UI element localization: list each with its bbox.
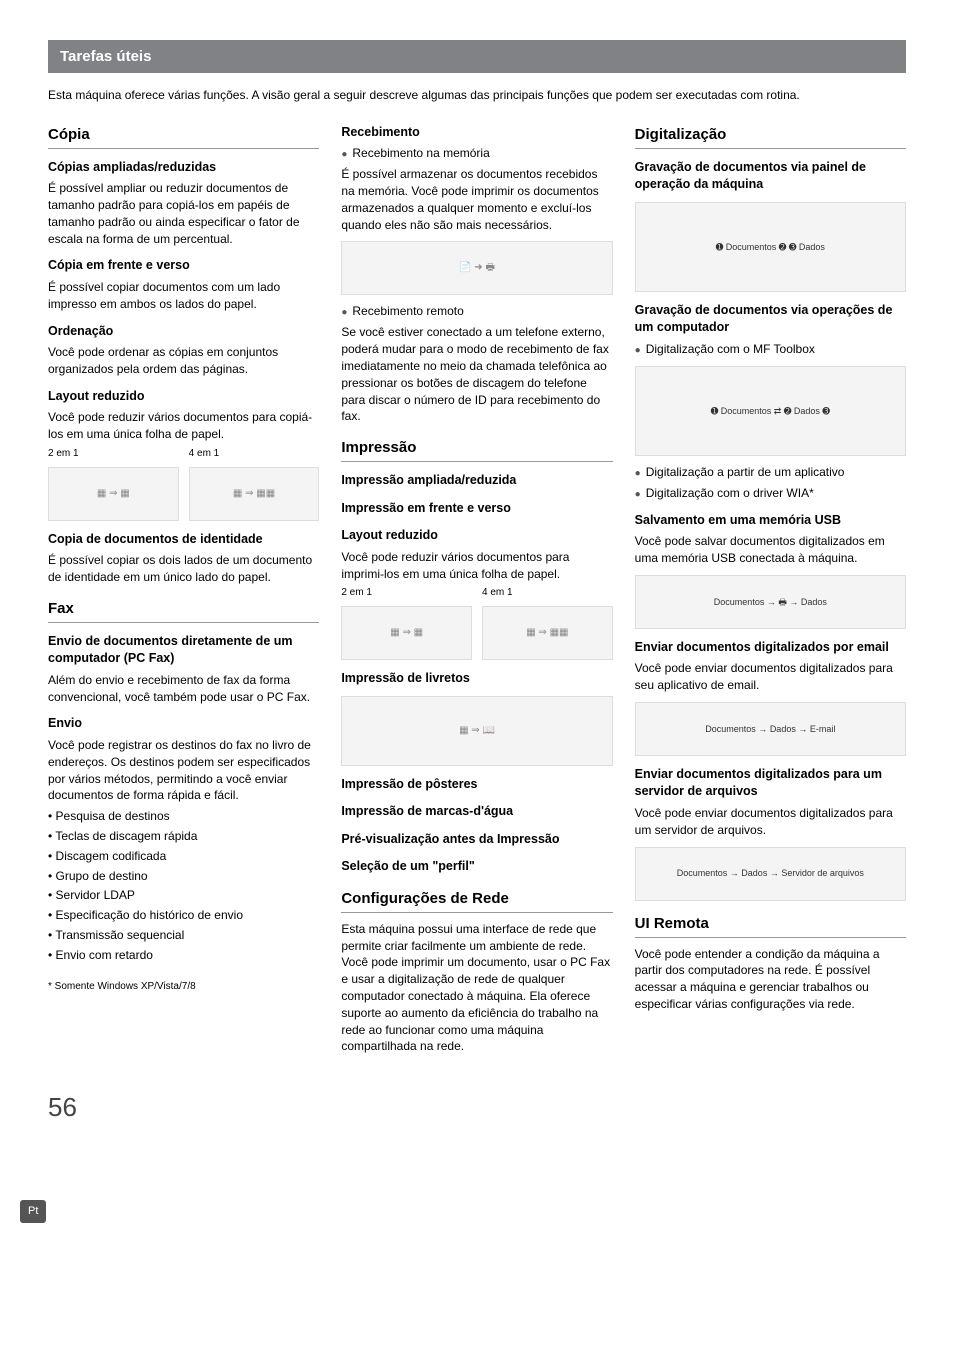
digi-s5-p: Você pode enviar documentos digitalizado… — [635, 805, 906, 839]
copia-s3-p: Você pode ordenar as cópias em conjuntos… — [48, 344, 319, 378]
receb-b2: Recebimento remoto — [341, 303, 612, 320]
column-1: Cópia Cópias ampliadas/reduzidas É possí… — [48, 124, 319, 1059]
impr-s6: Impressão de marcas-d'água — [341, 803, 612, 821]
copia-s1-h: Cópias ampliadas/reduzidas — [48, 159, 319, 177]
rede-p: Esta máquina possui uma interface de red… — [341, 921, 612, 1055]
impr-illus-row: ▦ ⇒ ▦ ▦ ⇒ ▦▦ — [341, 606, 612, 660]
copia-title: Cópia — [48, 124, 319, 149]
digi-b2: Digitalização a partir de um aplicativo — [635, 464, 906, 481]
column-2: Recebimento Recebimento na memória É pos… — [341, 124, 612, 1059]
copia-s2-p: É possível copiar documentos com um lado… — [48, 279, 319, 313]
column-3: Digitalização Gravação de documentos via… — [635, 124, 906, 1059]
receb-title: Recebimento — [341, 124, 612, 142]
page-number: 56 — [48, 1089, 906, 1125]
fax-items: Pesquisa de destinos Teclas de discagem … — [48, 808, 319, 963]
copia-s5-h: Copia de documentos de identidade — [48, 531, 319, 549]
impr-s3-p: Você pode reduzir vários documentos para… — [341, 549, 612, 583]
copia-s4-p: Você pode reduzir vários documentos para… — [48, 409, 319, 443]
content-columns: Cópia Cópias ampliadas/reduzidas É possí… — [48, 124, 906, 1059]
cap-4em1-b: 4 em 1 — [482, 586, 613, 600]
fax-item: Teclas de discagem rápida — [48, 828, 319, 845]
illus-email: Documentos → Dados → E-mail — [635, 702, 906, 756]
illus-server: Documentos → Dados → Servidor de arquivo… — [635, 847, 906, 901]
language-tab: Pt — [20, 1200, 46, 1223]
layout-captions: 2 em 1 4 em 1 — [48, 447, 319, 461]
digi-s3-p: Você pode salvar documentos digitalizado… — [635, 533, 906, 567]
impr-captions: 2 em 1 4 em 1 — [341, 586, 612, 600]
illus-impr-4em1: ▦ ⇒ ▦▦ — [482, 606, 613, 660]
impr-s4: Impressão de livretos — [341, 670, 612, 688]
illus-digi-toolbox: ➊ Documentos ⇄ ➋ Dados ➌ — [635, 366, 906, 456]
fax-s1-h: Envio de documentos diretamente de um co… — [48, 633, 319, 668]
copia-s3-h: Ordenação — [48, 323, 319, 341]
digi-s4-h: Enviar documentos digitalizados por emai… — [635, 639, 906, 657]
uir-title: UI Remota — [635, 913, 906, 938]
illus-livretos: ▦ ⇒ 📖 — [341, 696, 612, 766]
impr-s8: Seleção de um "perfil" — [341, 858, 612, 876]
illus-receb-mem: 📄 ➜ 🖶 — [341, 241, 612, 295]
illus-2em1: ▦ ⇒ ▦ — [48, 467, 179, 521]
digi-s1-h: Gravação de documentos via painel de ope… — [635, 159, 906, 194]
copia-s1-p: É possível ampliar ou reduzir documentos… — [48, 180, 319, 247]
fax-s1-p: Além do envio e recebimento de fax da fo… — [48, 672, 319, 706]
digi-b3: Digitalização com o driver WIA* — [635, 485, 906, 502]
page-banner: Tarefas úteis — [48, 40, 906, 73]
impr-title: Impressão — [341, 437, 612, 462]
illus-usb: Documentos → 🖶 → Dados — [635, 575, 906, 629]
digi-s2-h: Gravação de documentos via operações de … — [635, 302, 906, 337]
fax-title: Fax — [48, 598, 319, 623]
impr-s1: Impressão ampliada/reduzida — [341, 472, 612, 490]
intro-text: Esta máquina oferece várias funções. A v… — [48, 87, 906, 104]
fax-item: Pesquisa de destinos — [48, 808, 319, 825]
fax-item: Servidor LDAP — [48, 887, 319, 904]
impr-s5: Impressão de pôsteres — [341, 776, 612, 794]
digi-s3-h: Salvamento em uma memória USB — [635, 512, 906, 530]
copia-s5-p: É possível copiar os dois lados de um do… — [48, 552, 319, 586]
fax-item: Especificação do histórico de envio — [48, 907, 319, 924]
rede-title: Configurações de Rede — [341, 888, 612, 913]
fax-item: Envio com retardo — [48, 947, 319, 964]
impr-s7: Pré-visualização antes da Impressão — [341, 831, 612, 849]
cap-4em1: 4 em 1 — [189, 447, 320, 461]
impr-s3-h: Layout reduzido — [341, 527, 612, 545]
digi-b1: Digitalização com o MF Toolbox — [635, 341, 906, 358]
digi-title: Digitalização — [635, 124, 906, 149]
digi-s5-h: Enviar documentos digitalizados para um … — [635, 766, 906, 801]
cap-2em1-b: 2 em 1 — [341, 586, 472, 600]
fax-item: Discagem codificada — [48, 848, 319, 865]
receb-b1: Recebimento na memória — [341, 145, 612, 162]
fax-item: Grupo de destino — [48, 868, 319, 885]
fax-s2-p: Você pode registrar os destinos do fax n… — [48, 737, 319, 804]
copia-s2-h: Cópia em frente e verso — [48, 257, 319, 275]
receb-b1-p: É possível armazenar os documentos receb… — [341, 166, 612, 233]
receb-b2-p: Se você estiver conectado a um telefone … — [341, 324, 612, 425]
illus-4em1: ▦ ⇒ ▦▦ — [189, 467, 320, 521]
digi-s4-p: Você pode enviar documentos digitalizado… — [635, 660, 906, 694]
fax-s2-h: Envio — [48, 715, 319, 733]
fax-item: Transmissão sequencial — [48, 927, 319, 944]
cap-2em1: 2 em 1 — [48, 447, 179, 461]
uir-p: Você pode entender a condição da máquina… — [635, 946, 906, 1013]
illus-impr-2em1: ▦ ⇒ ▦ — [341, 606, 472, 660]
impr-s2: Impressão em frente e verso — [341, 500, 612, 518]
footnote: * Somente Windows XP/Vista/7/8 — [48, 980, 319, 994]
copia-s4-h: Layout reduzido — [48, 388, 319, 406]
illus-digi-panel: ➊ Documentos ➋ ➌ Dados — [635, 202, 906, 292]
layout-illus-row: ▦ ⇒ ▦ ▦ ⇒ ▦▦ — [48, 467, 319, 521]
